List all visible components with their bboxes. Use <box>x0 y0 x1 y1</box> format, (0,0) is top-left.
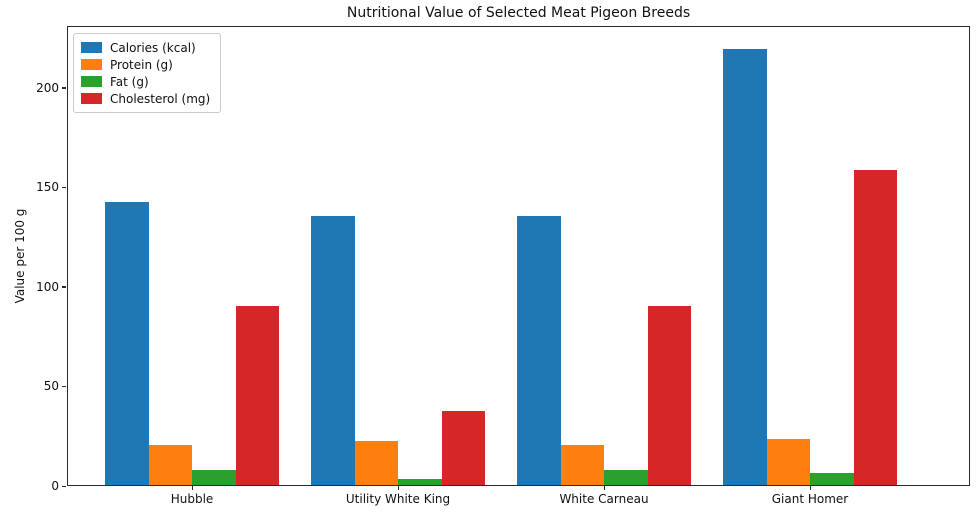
y-tick-mark <box>62 385 66 388</box>
bar <box>647 305 691 485</box>
y-tick-label: 200 <box>36 80 59 95</box>
x-tick-label: Hubble <box>170 492 214 506</box>
legend-label: Calories (kcal) <box>110 40 196 55</box>
y-tick-label: 100 <box>36 279 59 294</box>
legend-swatch <box>81 93 102 104</box>
bar <box>235 305 279 485</box>
y-tick-label: 150 <box>36 180 59 195</box>
y-tick-label: 0 <box>51 479 59 493</box>
bar <box>810 473 854 485</box>
legend-swatch <box>81 76 102 87</box>
y-tick-mark <box>62 286 66 288</box>
bar <box>604 470 648 485</box>
x-tick-mark <box>191 486 193 490</box>
chart-title: Nutritional Value of Selected Meat Pigeo… <box>346 5 691 21</box>
x-tick-label: White Carneau <box>559 492 649 506</box>
legend-item: Cholesterol (mg) <box>81 90 210 107</box>
legend-swatch <box>81 42 102 53</box>
plot-area: Calories (kcal) Protein (g) Fat (g) Cholest… <box>67 26 970 486</box>
legend-label: Protein (g) <box>110 57 173 72</box>
bar <box>517 216 561 485</box>
bar <box>560 445 604 485</box>
bar <box>398 479 442 485</box>
bar <box>354 441 398 485</box>
y-tick-mark <box>62 186 66 189</box>
bar <box>192 470 236 485</box>
legend-label: Cholesterol (mg) <box>110 91 211 106</box>
y-tick-label: 50 <box>43 379 59 394</box>
bar <box>766 439 810 485</box>
bar <box>311 216 355 485</box>
x-tick-label: Giant Homer <box>771 492 849 506</box>
legend-item: Calories (kcal) <box>81 39 210 56</box>
bar <box>148 445 192 485</box>
bar <box>441 411 485 485</box>
bar <box>853 170 897 485</box>
x-tick-mark <box>603 486 605 490</box>
legend-label: Fat (g) <box>110 74 149 89</box>
legend-item: Protein (g) <box>81 56 210 73</box>
legend: Calories (kcal) Protein (g) Fat (g) Cholest… <box>73 33 222 113</box>
x-tick-mark <box>809 486 811 490</box>
legend-item: Fat (g) <box>81 73 210 90</box>
y-tick-mark <box>62 485 66 487</box>
y-tick-mark <box>62 87 66 89</box>
bar <box>105 202 149 485</box>
x-tick-label: Utility White King <box>345 492 451 506</box>
bar <box>723 48 767 485</box>
legend-swatch <box>81 59 102 70</box>
x-tick-mark <box>397 486 399 490</box>
